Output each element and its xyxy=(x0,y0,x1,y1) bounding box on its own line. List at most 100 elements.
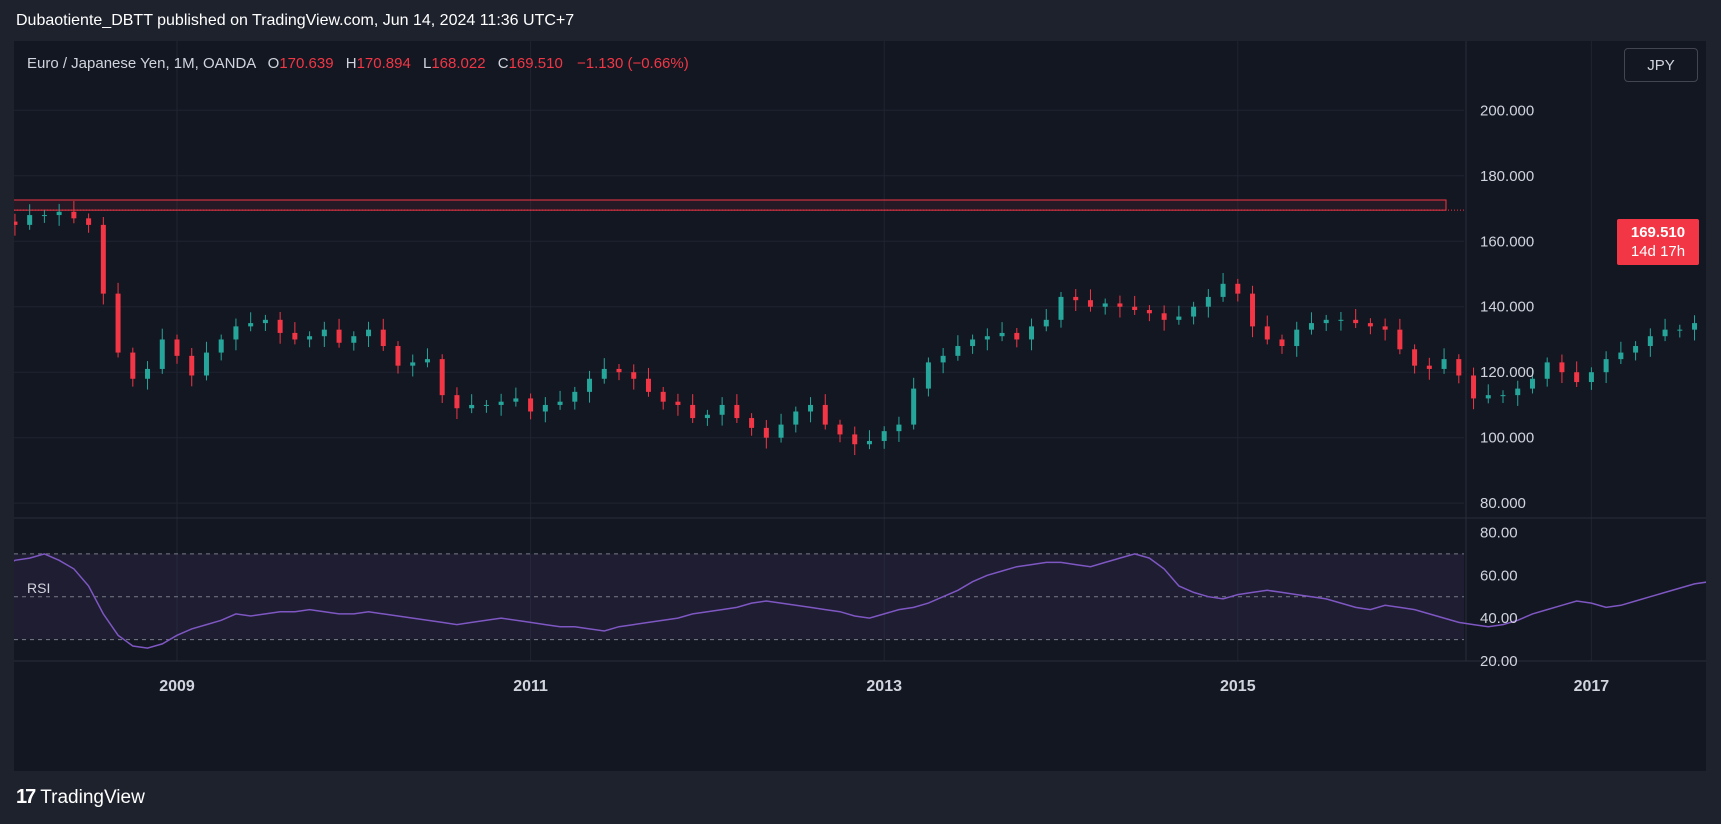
candle-body xyxy=(1323,319,1329,324)
currency-button[interactable]: JPY xyxy=(1624,48,1698,82)
candle-body xyxy=(1647,336,1653,347)
candle-body xyxy=(970,339,976,347)
rsi-pane-label[interactable]: RSI xyxy=(27,580,51,596)
chart-canvas[interactable]: 200.000 180.000 160.000 140.000 120.000 100.0… xyxy=(14,41,1706,771)
time-axis-tick-label: 2013 xyxy=(866,678,902,695)
candle-body xyxy=(896,424,902,432)
candle-body xyxy=(837,424,843,435)
candle-body xyxy=(734,404,740,419)
candle-body xyxy=(483,404,489,406)
price-axis-tick-label: 160.000 xyxy=(1480,233,1534,250)
time-axis-tick-label: 2015 xyxy=(1220,678,1256,695)
candle-body xyxy=(704,414,710,419)
rsi-axis-tick-label: 40.00 xyxy=(1480,610,1518,627)
candle-body xyxy=(852,434,858,445)
candle-body xyxy=(498,401,504,405)
candle-body xyxy=(395,346,401,366)
candle-body xyxy=(1603,359,1609,373)
candle-body xyxy=(1412,349,1418,366)
candle-body xyxy=(218,339,224,353)
candle-body xyxy=(439,359,445,396)
candle-body xyxy=(955,346,961,356)
candle-body xyxy=(174,339,180,356)
candle-body xyxy=(27,215,33,225)
last-price-value: 169.510 xyxy=(1630,224,1686,241)
symbol-legend: Euro / Japanese Yen, 1M, OANDA O170.639 … xyxy=(27,55,689,72)
candle-body xyxy=(940,355,946,363)
candle-body xyxy=(1176,316,1182,320)
candle-body xyxy=(424,359,430,363)
candle-body xyxy=(1485,395,1491,399)
candle-body xyxy=(793,411,799,425)
candle-body xyxy=(1382,326,1388,330)
candle-body xyxy=(203,352,209,376)
candle-body xyxy=(1146,310,1152,314)
candle-body xyxy=(749,418,755,428)
tradingview-logo-icon: 17 xyxy=(16,786,36,808)
candle-body xyxy=(336,329,342,343)
candle-body xyxy=(1087,300,1093,307)
candle-body xyxy=(380,329,386,347)
time-axis-tick-label: 2009 xyxy=(159,678,195,695)
candle-body xyxy=(1029,326,1035,340)
candle-body xyxy=(1294,329,1300,347)
chart-panel[interactable]: 200.000 180.000 160.000 140.000 120.000 100.0… xyxy=(14,41,1706,771)
rsi-axis-tick-label: 60.00 xyxy=(1480,567,1518,584)
candle-body xyxy=(822,404,828,425)
candle-body xyxy=(100,224,106,294)
resistance-zone[interactable] xyxy=(14,199,1447,211)
candle-body xyxy=(307,336,313,340)
last-price-badge: 169.510 14d 17h xyxy=(1617,219,1699,265)
open-value: 170.639 xyxy=(279,55,334,72)
candle-body xyxy=(675,401,681,405)
candle-body xyxy=(351,336,357,343)
candle-body xyxy=(454,395,460,409)
candle-body xyxy=(410,362,416,366)
bar-countdown: 14d 17h xyxy=(1630,243,1686,260)
open-label: O xyxy=(267,55,280,72)
high-label: H xyxy=(345,55,357,72)
high-value: 170.894 xyxy=(356,55,411,72)
close-label: C xyxy=(497,55,509,72)
candle-body xyxy=(1353,319,1359,324)
candle-body xyxy=(645,378,651,392)
candle-body xyxy=(1441,359,1447,369)
candle-body xyxy=(262,319,268,324)
candle-body xyxy=(469,404,475,409)
candle-body xyxy=(1073,296,1079,301)
candle-body xyxy=(56,211,62,216)
change-value: −1.130 (−0.66%) xyxy=(576,55,689,72)
candle-body xyxy=(1574,372,1580,383)
candle-body xyxy=(1117,303,1123,307)
publish-header: Dubaotiente_DBTT published on TradingVie… xyxy=(16,12,575,29)
candle-body xyxy=(248,323,254,327)
candle-body xyxy=(1132,306,1138,311)
candle-body xyxy=(1014,332,1020,340)
candle-body xyxy=(292,332,298,340)
candle-body xyxy=(1544,362,1550,379)
candle-body xyxy=(542,404,548,412)
candle-body xyxy=(1043,319,1049,327)
candle-body xyxy=(528,398,534,412)
candle-body xyxy=(1161,313,1167,320)
candle-body xyxy=(233,326,239,340)
candle-body xyxy=(1515,388,1521,396)
candle-body xyxy=(763,427,769,438)
price-axis-tick-label: 100.000 xyxy=(1480,430,1534,447)
candle-body xyxy=(1058,296,1064,320)
candle-body xyxy=(71,211,77,219)
candle-body xyxy=(277,319,283,333)
candle-body xyxy=(321,329,327,337)
candle-body xyxy=(1456,359,1462,376)
candle-body xyxy=(189,355,195,376)
low-label: L xyxy=(422,55,432,72)
candle-body xyxy=(1308,323,1314,330)
candle-body xyxy=(1618,352,1624,360)
candle-body xyxy=(572,391,578,402)
candle-body xyxy=(881,431,887,441)
candle-body xyxy=(660,391,666,402)
rsi-axis-tick-label: 20.00 xyxy=(1480,653,1518,670)
candle-body xyxy=(145,368,151,379)
symbol-name[interactable]: Euro / Japanese Yen, 1M, OANDA xyxy=(27,55,256,72)
candle-body xyxy=(557,401,563,405)
